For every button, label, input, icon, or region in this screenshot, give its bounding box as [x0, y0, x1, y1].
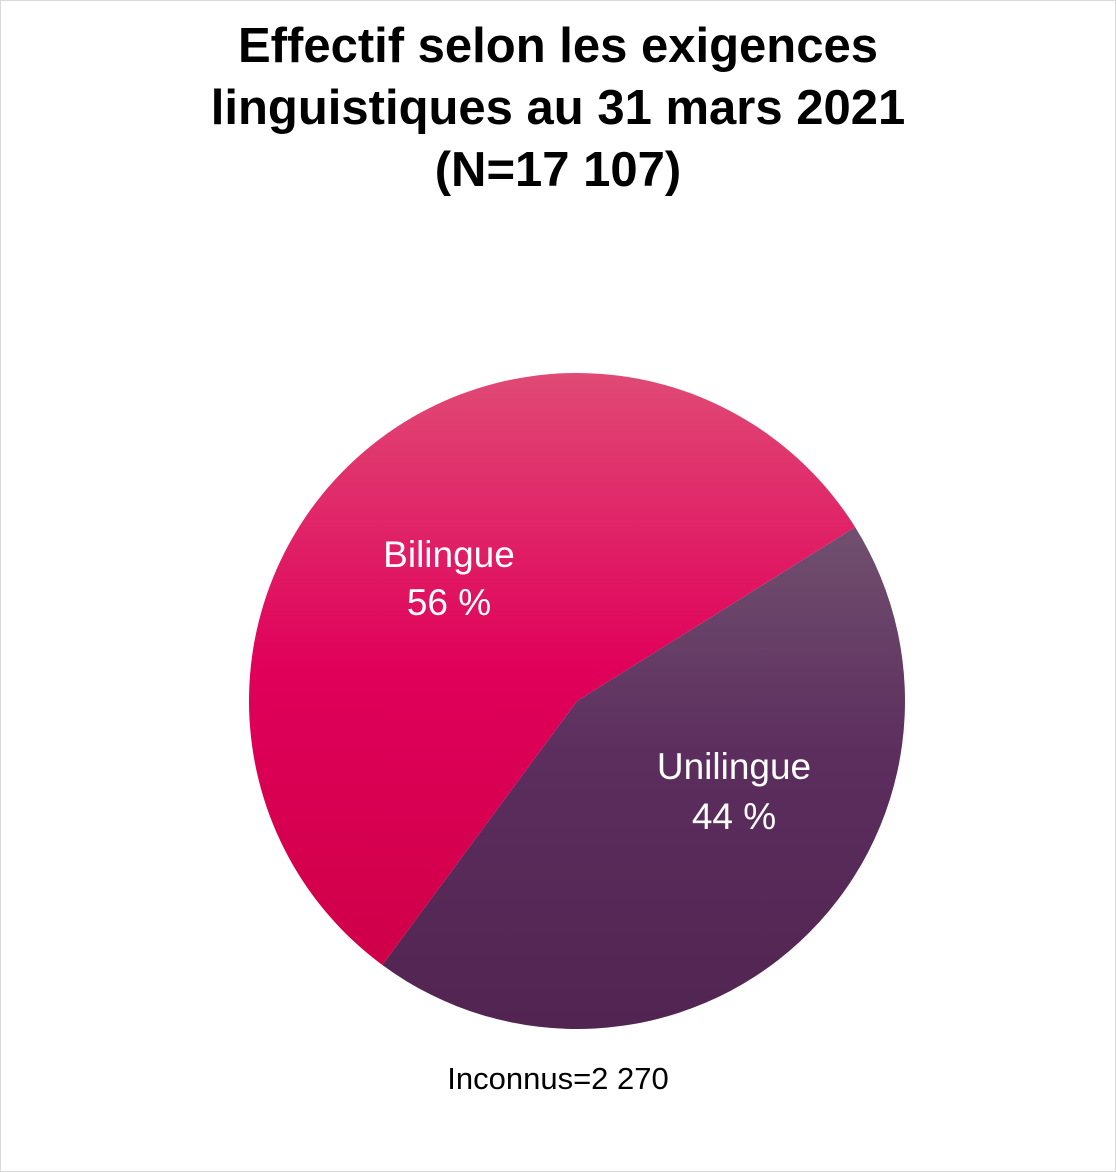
unknown-count-note: Inconnus=2 270: [447, 1061, 669, 1096]
chart-title: Effectif selon les exigences linguistiqu…: [1, 15, 1115, 201]
pie-slice-unilingue: [382, 527, 906, 1029]
chart-title-line-3: (N=17 107): [434, 143, 682, 197]
slice-value-bilingue: 56 %: [407, 582, 491, 623]
pie-slices: [249, 373, 906, 1029]
slice-label-unilingue: Unilingue: [657, 746, 811, 787]
slice-value-unilingue: 44 %: [692, 796, 776, 837]
slice-label-bilingue: Bilingue: [383, 534, 515, 575]
chart-title-line-2: linguistiques au 31 mars 2021: [210, 81, 906, 135]
pie-labels: Bilingue 56 % Unilingue 44 %: [383, 534, 811, 837]
pie-slice-bilingue: [249, 373, 856, 966]
chart-title-line-1: Effectif selon les exigences: [238, 19, 878, 73]
